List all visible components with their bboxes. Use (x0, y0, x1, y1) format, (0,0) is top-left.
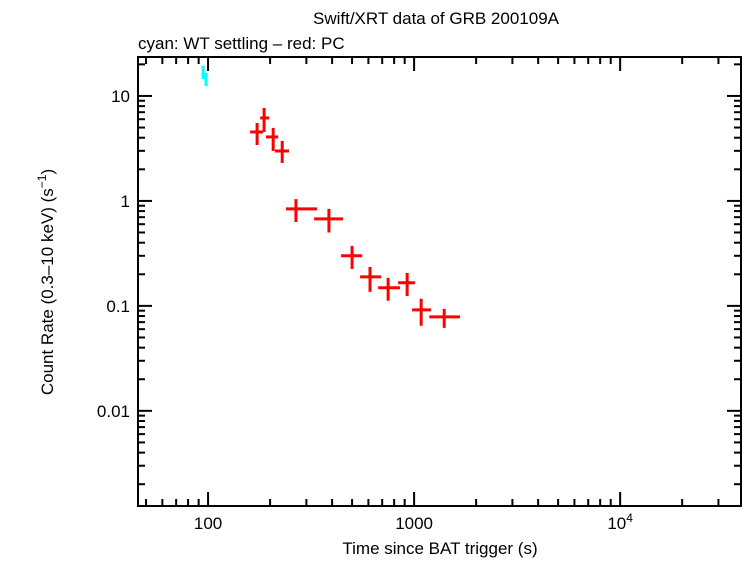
y-axis-label: Count Rate (0.3–10 keV) (s−1) (35, 169, 57, 395)
data-point (250, 122, 264, 145)
y-tick-label: 0.01 (97, 402, 130, 421)
y-tick-label: 10 (111, 87, 130, 106)
axis-ticks (138, 57, 741, 506)
data-point (274, 140, 289, 163)
data-point (314, 208, 344, 233)
chart-title: Swift/XRT data of GRB 200109A (313, 9, 560, 28)
data-points (201, 65, 461, 328)
data-point (286, 199, 318, 222)
data-point (204, 72, 208, 87)
data-point (398, 272, 416, 297)
x-tick-label: 1000 (395, 514, 433, 533)
data-point (201, 65, 205, 80)
data-point (378, 277, 401, 301)
tick-labels: 100 1000 104 10 1 0.1 0.01 (97, 87, 633, 533)
data-point (360, 266, 382, 292)
x-axis-label: Time since BAT trigger (s) (342, 539, 537, 558)
data-point (265, 127, 279, 151)
data-point (412, 298, 432, 326)
plot-frame (137, 56, 742, 507)
x-tick-label: 104 (607, 511, 633, 533)
data-point (341, 245, 363, 269)
data-point (429, 308, 461, 328)
x-tick-label: 100 (194, 514, 222, 533)
y-tick-label: 1 (121, 192, 130, 211)
data-point (260, 107, 270, 132)
y-tick-label: 0.1 (106, 297, 130, 316)
chart-subtitle: cyan: WT settling – red: PC (138, 34, 345, 53)
